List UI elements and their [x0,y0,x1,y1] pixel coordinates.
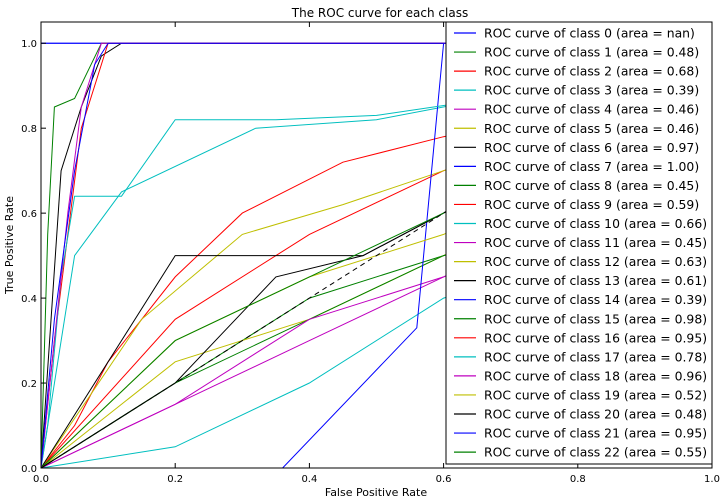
legend-entry-16: ROC curve of class 16 (area = 0.95) [484,330,707,345]
legend-entry-22: ROC curve of class 22 (area = 0.55) [484,445,707,460]
y-tick-label: 0.4 [21,294,37,305]
legend-entry-12: ROC curve of class 12 (area = 0.63) [484,254,707,269]
legend-entry-13: ROC curve of class 13 (area = 0.61) [484,273,707,288]
y-tick-label: 0.0 [21,464,37,475]
legend-entry-10: ROC curve of class 10 (area = 0.66) [484,216,707,231]
legend-entry-8: ROC curve of class 8 (area = 0.45) [484,178,699,193]
x-tick-label: 0.6 [436,474,452,485]
legend-entry-20: ROC curve of class 20 (area = 0.48) [484,407,707,422]
legend-entry-4: ROC curve of class 4 (area = 0.46) [484,102,699,117]
chart-title: The ROC curve for each class [291,6,468,20]
legend-entry-3: ROC curve of class 3 (area = 0.39) [484,83,699,98]
legend-entry-7: ROC curve of class 7 (area = 1.00) [484,159,699,174]
x-tick-label: 0.8 [570,474,586,485]
legend-entry-17: ROC curve of class 17 (area = 0.78) [484,349,707,364]
legend-entry-11: ROC curve of class 11 (area = 0.45) [484,235,707,250]
legend-entry-2: ROC curve of class 2 (area = 0.68) [484,64,699,79]
legend-entry-9: ROC curve of class 9 (area = 0.59) [484,197,699,212]
x-tick-label: 0.2 [167,474,183,485]
legend-entry-18: ROC curve of class 18 (area = 0.96) [484,368,707,383]
legend-entry-15: ROC curve of class 15 (area = 0.98) [484,311,707,326]
x-tick-label: 1.0 [704,474,720,485]
legend-entry-21: ROC curve of class 21 (area = 0.95) [484,426,707,441]
legend-entry-0: ROC curve of class 0 (area = nan) [484,26,695,41]
x-tick-label: 0.4 [301,474,317,485]
legend-entry-1: ROC curve of class 1 (area = 0.48) [484,45,699,60]
y-axis-label: True Positive Rate [3,196,16,295]
y-tick-label: 0.2 [21,379,37,390]
y-tick-label: 0.8 [21,124,37,135]
x-tick-label: 0.0 [33,474,49,485]
axis-ticks: 0.0 0.2 0.4 0.6 0.8 1.0 0.0 0.2 0.4 0.6 0.8 1.0 [21,22,720,485]
legend-box [445,21,713,465]
legend-entry-5: ROC curve of class 5 (area = 0.46) [484,121,699,136]
y-tick-label: 1.0 [21,39,37,50]
y-tick-label: 0.6 [21,209,37,220]
legend-entry-19: ROC curve of class 19 (area = 0.52) [484,387,707,402]
legend-entry-6: ROC curve of class 6 (area = 0.97) [484,140,699,155]
legend: ROC curve of class 0 (area = nan) ROC cur… [445,21,713,465]
x-axis-label: False Positive Rate [325,486,427,499]
roc-series-line-21 [41,42,712,468]
legend-entry-14: ROC curve of class 14 (area = 0.39) [484,292,707,307]
